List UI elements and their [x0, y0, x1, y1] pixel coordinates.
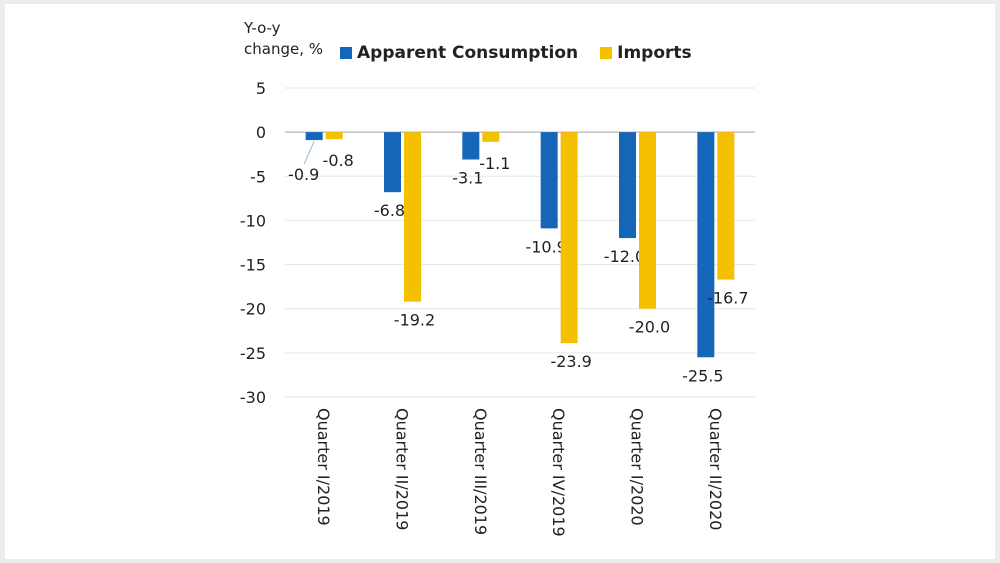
- data-label-leader-line: [303, 140, 315, 165]
- x-tick-label: Quarter I/2019: [314, 408, 333, 526]
- bar: [462, 132, 480, 160]
- legend-label-apparent-consumption: Apparent Consumption: [357, 43, 579, 63]
- data-label: -10.9: [525, 237, 566, 256]
- bar: [717, 132, 735, 280]
- data-label: -12.0: [604, 247, 645, 266]
- y-tick-label: 5: [256, 79, 266, 98]
- data-label: -23.9: [550, 352, 591, 371]
- x-tick-label: Quarter IV/2019: [549, 408, 568, 537]
- y-tick-label: -20: [240, 300, 266, 319]
- y-tick-label: -10: [240, 211, 266, 230]
- y-tick-label: -30: [240, 388, 266, 407]
- bar: [305, 132, 323, 141]
- y-tick-label: 0: [256, 123, 266, 142]
- y-tick-label: -15: [240, 256, 266, 275]
- data-label: -19.2: [394, 311, 435, 330]
- legend-item-apparent-consumption: Apparent Consumption: [340, 43, 578, 63]
- data-label: -16.7: [707, 289, 748, 308]
- x-tick-label: Quarter II/2020: [706, 408, 725, 530]
- bar: [697, 132, 715, 358]
- data-label: -3.1: [452, 169, 483, 188]
- legend: Apparent Consumption Imports: [340, 42, 714, 64]
- y-tick-label: -25: [240, 344, 266, 363]
- data-label: -0.9: [288, 165, 319, 184]
- bar: [482, 132, 500, 142]
- x-tick-label: Quarter I/2020: [628, 408, 647, 526]
- bar: [560, 132, 578, 344]
- x-tick-label: Quarter II/2019: [393, 408, 412, 530]
- data-label: -6.8: [374, 201, 405, 220]
- y-tick-label: -5: [250, 167, 266, 186]
- y-axis-label-line-1: Y-o-y: [244, 19, 281, 37]
- y-axis-label: Y-o-y change, %: [244, 18, 334, 60]
- data-label: -25.5: [682, 366, 723, 385]
- bar: [540, 132, 558, 229]
- bar: [639, 132, 656, 309]
- chart-frame: [5, 4, 995, 559]
- bar: [325, 132, 343, 140]
- legend-swatch-apparent-consumption: [340, 47, 352, 59]
- data-label: -20.0: [629, 318, 670, 337]
- legend-item-imports: Imports: [600, 43, 692, 63]
- data-label: -0.8: [323, 151, 354, 170]
- legend-swatch-imports: [600, 47, 613, 59]
- bar: [404, 132, 421, 302]
- x-tick-label: Quarter III/2019: [471, 408, 490, 535]
- legend-label-imports: Imports: [617, 43, 692, 63]
- data-label: -1.1: [479, 154, 510, 173]
- y-axis-label-line-2: change, %: [244, 40, 323, 58]
- bar: [619, 132, 636, 239]
- bar: [384, 132, 401, 193]
